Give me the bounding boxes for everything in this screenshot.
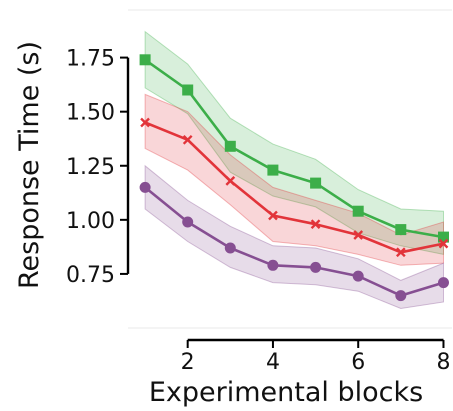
series-3-point (267, 259, 279, 271)
series-3-point (395, 290, 407, 302)
series-3-point (224, 242, 236, 254)
series-3-point (182, 216, 194, 228)
series-3-point (310, 261, 322, 273)
series-1-point (352, 205, 364, 217)
x-tick-label: 6 (351, 350, 365, 375)
series-3-band (144, 164, 444, 310)
series-markers (139, 54, 449, 302)
confidence-bands (144, 30, 444, 310)
series-1-point (267, 164, 279, 176)
axes: 0.75 1.00 1.25 1.50 1.75 2 4 6 8 (66, 47, 450, 375)
series-2-point (353, 230, 364, 240)
series-2-point (140, 117, 150, 128)
y-tick-label: 1.25 (66, 155, 115, 180)
series-2-band (144, 93, 444, 266)
series-3-line (144, 186, 444, 297)
series-2-point (395, 247, 406, 258)
series-1-point (438, 231, 449, 243)
series-2-point (268, 210, 278, 221)
series-2-point (438, 238, 449, 249)
y-tick-label: 1.50 (66, 101, 115, 126)
y-axis-title: Response Time (s) (14, 41, 45, 289)
y-tick-label: 1.75 (66, 47, 115, 72)
series-3-point (139, 181, 151, 193)
series-1-point (224, 140, 236, 152)
series-2-point (225, 176, 236, 186)
x-tick-label: 4 (266, 350, 280, 375)
series-1-line (144, 58, 444, 239)
series-2-line (144, 121, 444, 254)
series-2-point (310, 219, 321, 230)
series-1-point (182, 84, 194, 96)
x-axis-title: Experimental blocks (149, 377, 423, 408)
x-tick-label: 2 (181, 350, 195, 375)
series-1-band (144, 30, 444, 256)
series-2-point (182, 134, 193, 145)
series-1-point (139, 54, 151, 66)
x-tick-label: 8 (436, 350, 450, 375)
y-tick-label: 0.75 (66, 263, 115, 288)
series-1-point (395, 224, 407, 236)
series-1-point (310, 177, 322, 189)
series-lines (144, 58, 444, 297)
series-3-point (438, 277, 449, 289)
series-3-point (352, 270, 364, 282)
y-tick-label: 1.00 (66, 209, 115, 234)
